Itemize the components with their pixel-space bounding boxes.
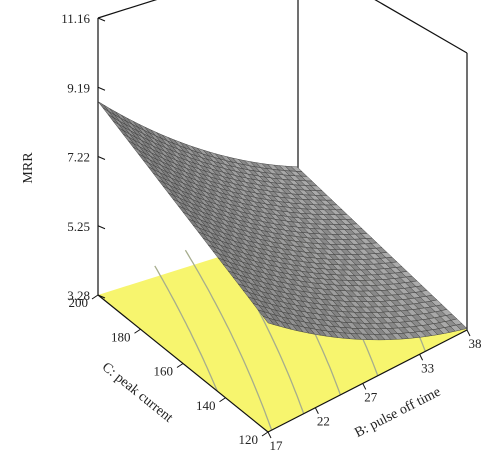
y-tick-mark [134, 328, 141, 334]
y-tick-label: 200 [69, 295, 89, 310]
back-frame-edge [374, 0, 468, 54]
y-tick-label: 120 [239, 432, 259, 447]
z-tick-label: 11.16 [61, 11, 90, 26]
z-tick-mark [97, 294, 106, 299]
surface-cell [455, 323, 468, 331]
z-tick-label: 7.22 [67, 150, 90, 165]
x-tick-mark [466, 329, 471, 337]
z-tick-label: 5.25 [67, 219, 90, 234]
y-tick-label: 140 [196, 398, 216, 413]
x-tick-label: 27 [364, 389, 378, 404]
response-surface [97, 101, 468, 341]
z-tick-mark [97, 86, 106, 91]
x-tick-label: 38 [469, 336, 482, 351]
x-tick-mark [419, 354, 424, 361]
x-tick-label: 33 [421, 360, 434, 375]
z-tick-mark [97, 225, 106, 230]
y-tick-mark [91, 294, 99, 300]
y-tick-mark [261, 431, 269, 437]
x-tick-label: 22 [317, 414, 330, 429]
y-tick-mark [176, 363, 184, 368]
x-axis: 17 22 27 33 38 [267, 329, 482, 453]
y-tick-mark [219, 397, 226, 403]
z-tick-label: 9.19 [67, 80, 90, 95]
y-tick-label: 160 [154, 364, 174, 379]
z-tick-mark [97, 17, 106, 22]
x-tick-mark [314, 407, 319, 414]
z-axis-title: MRR [21, 152, 36, 184]
x-tick-mark [362, 383, 367, 390]
x-tick-mark [267, 431, 272, 439]
x-tick-label: 17 [270, 438, 284, 453]
contour-line [154, 265, 218, 392]
z-axis: 3.28 5.25 7.22 9.19 11.16 [61, 11, 106, 303]
y-tick-label: 180 [111, 329, 131, 344]
floor-edge [267, 329, 468, 433]
surface-cell [97, 101, 110, 112]
contour-line [184, 249, 273, 431]
z-tick-label: 3.28 [67, 288, 90, 303]
y-axis: 120 140 160 180 200 [69, 294, 269, 447]
z-tick-mark [97, 156, 106, 160]
back-frame-edge [97, 0, 158, 19]
